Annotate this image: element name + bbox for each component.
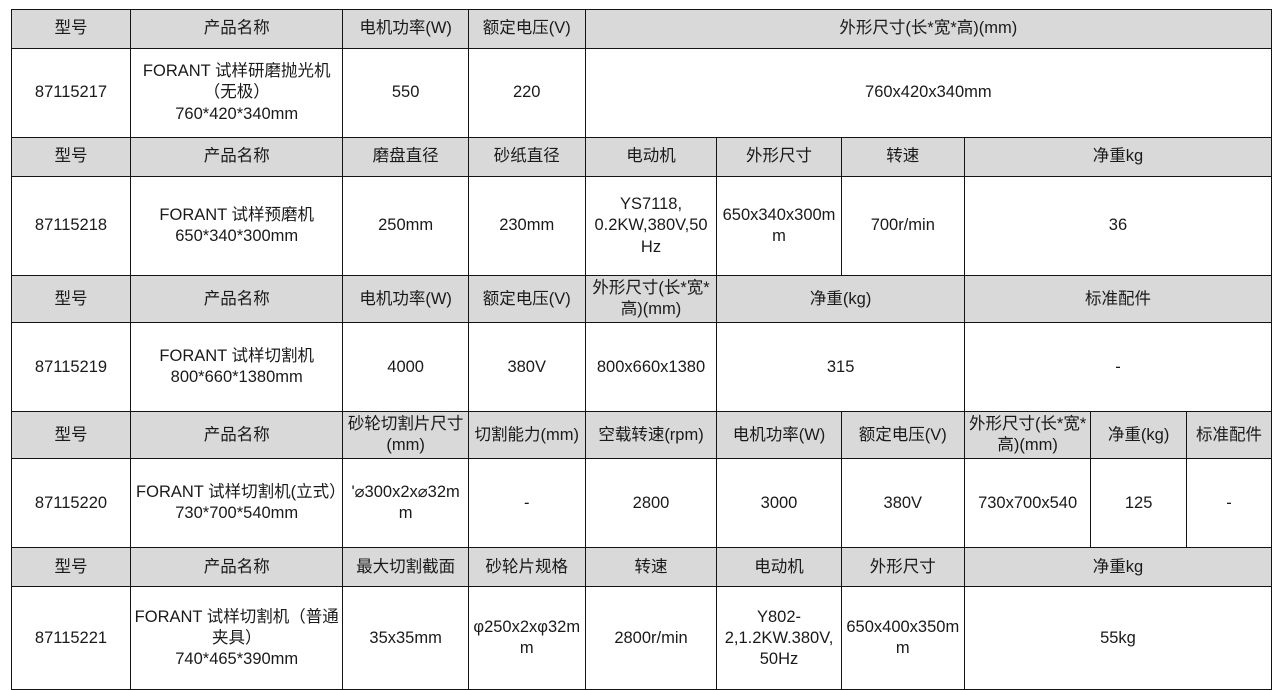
header-dimensions: 外形尺寸(长*宽*高)(mm) xyxy=(963,411,1092,460)
cell-motor: YS7118, 0.2KW,380V,50Hz xyxy=(584,176,718,276)
header-rated-voltage: 额定电压(V) xyxy=(840,411,965,460)
header-net-weight: 净重(kg) xyxy=(1090,411,1187,460)
cell-product-name: FORANT 试样研磨抛光机（无极） 760*420*340mm xyxy=(129,48,344,138)
cell-net-weight: 36 xyxy=(963,176,1273,276)
header-dimensions: 外形尺寸(长*宽*高)(mm) xyxy=(584,274,718,324)
header-rated-voltage: 额定电压(V) xyxy=(467,9,586,49)
header-standard-accessories: 标准配件 xyxy=(963,274,1273,324)
cell-motor-power: 3000 xyxy=(716,458,842,549)
header-cutting-disc-size: 砂轮切割片尺寸(mm) xyxy=(342,411,469,460)
cell-dimensions: 650x400x350mm xyxy=(840,586,965,690)
header-motor: 电动机 xyxy=(716,547,842,588)
cell-product-name: FORANT 试样切割机（普通夹具） 740*465*390mm xyxy=(129,586,344,690)
header-model: 型号 xyxy=(11,137,131,177)
cell-net-weight: 55kg xyxy=(963,586,1273,690)
table-row-87115220: 87115220 FORANT 试样切割机(立式）730*700*540mm '… xyxy=(11,458,1273,549)
cell-net-weight: 125 xyxy=(1090,458,1187,549)
cell-disc-diameter: 250mm xyxy=(342,176,469,276)
header-wheel-spec: 砂轮片规格 xyxy=(467,547,586,588)
cell-dimensions: 730x700x540 xyxy=(963,458,1092,549)
product-spec-table: 型号 产品名称 电机功率(W) 额定电压(V) 外形尺寸(长*宽*高)(mm) … xyxy=(11,9,1273,690)
header-sandpaper-diameter: 砂纸直径 xyxy=(467,137,586,177)
table-row-87115221: 87115221 FORANT 试样切割机（普通夹具） 740*465*390m… xyxy=(11,586,1273,690)
header-dimensions: 外形尺寸 xyxy=(716,137,842,177)
cell-model: 87115220 xyxy=(11,458,131,549)
cell-rotation-speed: 2800r/min xyxy=(584,586,718,690)
cell-dimensions: 760x420x340mm xyxy=(584,48,1273,138)
header-motor: 电动机 xyxy=(584,137,718,177)
cell-rated-voltage: 220 xyxy=(467,48,586,138)
cell-product-name: FORANT 试样切割机 800*660*1380mm xyxy=(129,322,344,413)
table-header-row-block4: 型号 产品名称 砂轮切割片尺寸(mm) 切割能力(mm) 空载转速(rpm) 电… xyxy=(11,411,1273,460)
header-motor-power: 电机功率(W) xyxy=(716,411,842,460)
header-product-name: 产品名称 xyxy=(129,9,344,49)
cell-standard-accessories: - xyxy=(1185,458,1273,549)
header-rotation-speed: 转速 xyxy=(840,137,965,177)
header-motor-power: 电机功率(W) xyxy=(342,274,469,324)
header-disc-diameter: 磨盘直径 xyxy=(342,137,469,177)
table-header-row-block1: 型号 产品名称 电机功率(W) 额定电压(V) 外形尺寸(长*宽*高)(mm) xyxy=(11,9,1273,49)
spec-table-container: 型号 产品名称 电机功率(W) 额定电压(V) 外形尺寸(长*宽*高)(mm) … xyxy=(11,9,1273,690)
table-header-row-block5: 型号 产品名称 最大切割截面 砂轮片规格 转速 电动机 外形尺寸 净重kg xyxy=(11,547,1273,588)
cell-rated-voltage: 380V xyxy=(840,458,965,549)
cell-cutting-capacity: - xyxy=(467,458,586,549)
header-net-weight: 净重kg xyxy=(963,137,1273,177)
header-product-name: 产品名称 xyxy=(129,137,344,177)
header-net-weight: 净重(kg) xyxy=(716,274,965,324)
cell-wheel-spec: φ250x2xφ32mm xyxy=(467,586,586,690)
cell-sandpaper-diameter: 230mm xyxy=(467,176,586,276)
header-rated-voltage: 额定电压(V) xyxy=(467,274,586,324)
cell-motor-power: 550 xyxy=(342,48,469,138)
header-standard-accessories: 标准配件 xyxy=(1185,411,1273,460)
table-row-87115217: 87115217 FORANT 试样研磨抛光机（无极） 760*420*340m… xyxy=(11,48,1273,138)
cell-rated-voltage: 380V xyxy=(467,322,586,413)
table-header-row-block2: 型号 产品名称 磨盘直径 砂纸直径 电动机 外形尺寸 转速 净重kg xyxy=(11,137,1273,177)
header-max-cutting-section: 最大切割截面 xyxy=(342,547,469,588)
cell-dimensions: 650x340x300mm xyxy=(716,176,842,276)
header-net-weight: 净重kg xyxy=(963,547,1273,588)
cell-cutting-disc-size: '⌀300x2x⌀32mm xyxy=(342,458,469,549)
cell-model: 87115221 xyxy=(11,586,131,690)
cell-motor: Y802-2,1.2KW.380V,50Hz xyxy=(716,586,842,690)
header-no-load-speed: 空载转速(rpm) xyxy=(584,411,718,460)
cell-motor-power: 4000 xyxy=(342,322,469,413)
cell-standard-accessories: - xyxy=(963,322,1273,413)
header-model: 型号 xyxy=(11,274,131,324)
cell-model: 87115217 xyxy=(11,48,131,138)
header-cutting-capacity: 切割能力(mm) xyxy=(467,411,586,460)
cell-product-name: FORANT 试样切割机(立式）730*700*540mm xyxy=(129,458,344,549)
header-model: 型号 xyxy=(11,547,131,588)
header-product-name: 产品名称 xyxy=(129,274,344,324)
cell-net-weight: 315 xyxy=(716,322,965,413)
header-dimensions: 外形尺寸 xyxy=(840,547,965,588)
cell-model: 87115218 xyxy=(11,176,131,276)
cell-product-name: FORANT 试样预磨机 650*340*300mm xyxy=(129,176,344,276)
cell-dimensions: 800x660x1380 xyxy=(584,322,718,413)
header-motor-power: 电机功率(W) xyxy=(342,9,469,49)
cell-model: 87115219 xyxy=(11,322,131,413)
table-row-87115218: 87115218 FORANT 试样预磨机 650*340*300mm 250m… xyxy=(11,176,1273,276)
table-header-row-block3: 型号 产品名称 电机功率(W) 额定电压(V) 外形尺寸(长*宽*高)(mm) … xyxy=(11,274,1273,324)
header-product-name: 产品名称 xyxy=(129,547,344,588)
header-dimensions: 外形尺寸(长*宽*高)(mm) xyxy=(584,9,1273,49)
header-rotation-speed: 转速 xyxy=(584,547,718,588)
cell-no-load-speed: 2800 xyxy=(584,458,718,549)
cell-rotation-speed: 700r/min xyxy=(840,176,965,276)
cell-max-cutting-section: 35x35mm xyxy=(342,586,469,690)
header-product-name: 产品名称 xyxy=(129,411,344,460)
header-model: 型号 xyxy=(11,9,131,49)
header-model: 型号 xyxy=(11,411,131,460)
table-row-87115219: 87115219 FORANT 试样切割机 800*660*1380mm 400… xyxy=(11,322,1273,413)
